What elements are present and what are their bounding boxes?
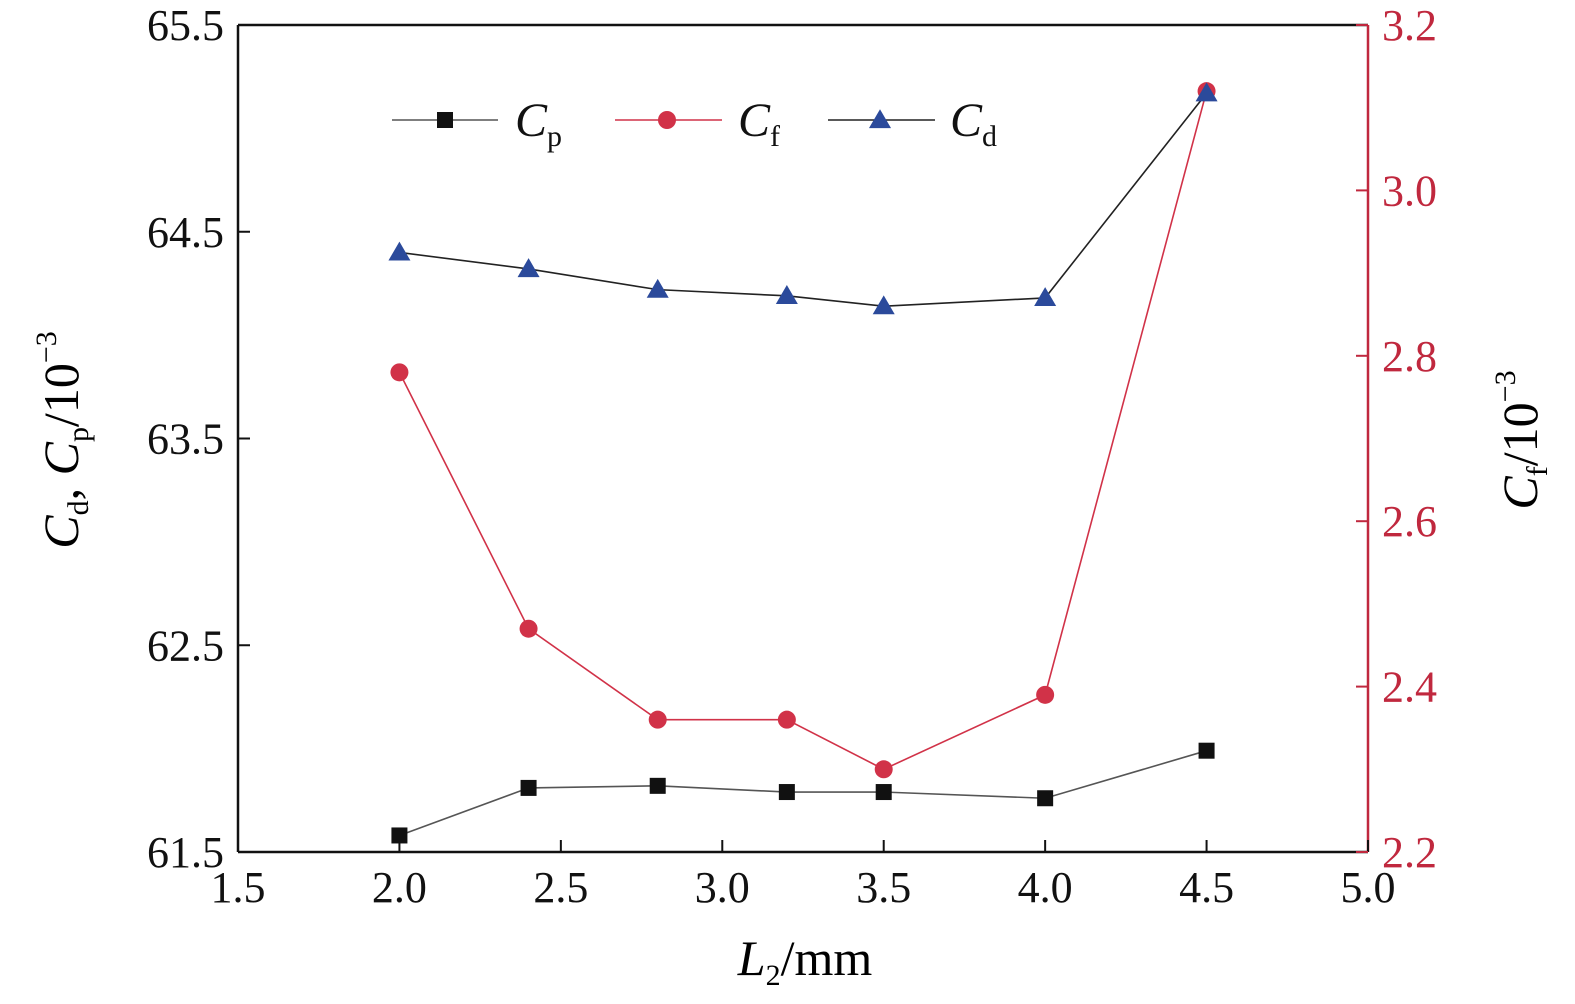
legend-marker [869, 109, 891, 129]
data-point-d [388, 241, 411, 261]
series-layer [388, 82, 1218, 844]
series-line-f [398, 90, 1208, 771]
legend-item-f: Cf [615, 94, 780, 153]
data-point-p [778, 784, 795, 801]
legend-item-p: Cp [392, 94, 562, 153]
data-point-f [648, 710, 667, 729]
y-right-tick-label: 3.0 [1382, 166, 1437, 215]
data-point-d [517, 258, 540, 278]
y-right-tick-label: 2.8 [1382, 332, 1437, 381]
y-right-tick-label: 3.2 [1382, 1, 1437, 50]
data-point-f [1036, 685, 1055, 704]
legend-marker [658, 111, 676, 129]
data-point-d [775, 285, 798, 304]
data-point-p [875, 784, 892, 801]
data-point-f [390, 363, 409, 382]
x-axis-title: L2/mm [737, 930, 873, 992]
x-tick-label: 2.0 [372, 863, 427, 912]
data-point-f [777, 710, 796, 729]
x-axis: 1.5 2.0 2.5 3.0 3.5 4.0 4.5 5.0 [211, 840, 1396, 912]
data-point-p [391, 827, 408, 844]
legend-item-d: Cd [828, 94, 997, 153]
x-tick-label: 3.0 [695, 863, 750, 912]
y-axis-right: 2.2 2.4 2.6 2.8 3.0 3.2 [1356, 1, 1437, 877]
y-right-tick-label: 2.2 [1382, 828, 1437, 877]
legend-label-sub: f [770, 120, 780, 153]
data-point-d [872, 295, 895, 315]
legend: Cp Cf Cd [392, 94, 997, 153]
data-point-f [519, 619, 538, 638]
data-point-p [1198, 742, 1215, 759]
legend-label: Cp [515, 94, 562, 153]
legend-marker [437, 112, 453, 128]
y-left-tick-label: 62.5 [147, 621, 224, 670]
data-point-d [1034, 287, 1057, 307]
data-point-p [649, 777, 666, 794]
x-tick-label: 2.5 [533, 863, 588, 912]
legend-label-main: C [950, 94, 983, 147]
legend-label: Cf [738, 94, 780, 153]
y-axis-right-title: Cf/10−3 [1489, 370, 1554, 509]
data-point-d [646, 278, 669, 298]
x-tick-label: 3.5 [856, 863, 911, 912]
y-left-tick-label: 61.5 [147, 828, 224, 877]
series-d [388, 82, 1218, 315]
x-tick-label: 1.5 [211, 863, 266, 912]
legend-label-main: C [515, 94, 548, 147]
data-point-f [874, 760, 893, 779]
y-left-tick-label: 63.5 [147, 415, 224, 464]
legend-label-sub: p [547, 120, 562, 153]
y-right-tick-label: 2.6 [1382, 497, 1437, 546]
x-tick-label: 5.0 [1341, 863, 1396, 912]
x-tick-label: 4.5 [1179, 863, 1234, 912]
series-line-p [399, 749, 1207, 837]
data-point-d [1195, 82, 1218, 102]
y-axis-left-title: Cd, Cp/10−3 [30, 331, 95, 549]
legend-label-main: C [738, 94, 771, 147]
y-axis-left: 61.5 62.5 63.5 64.5 65.5 [147, 1, 250, 877]
data-point-p [520, 779, 537, 796]
data-point-p [1037, 790, 1054, 807]
legend-label-sub: d [982, 120, 997, 153]
y-left-tick-label: 64.5 [147, 208, 224, 257]
series-p [391, 742, 1215, 844]
y-left-tick-label: 65.5 [147, 1, 224, 50]
x-tick-label: 4.0 [1018, 863, 1073, 912]
legend-label: Cd [950, 94, 997, 153]
y-right-tick-label: 2.4 [1382, 663, 1437, 712]
series-f [390, 82, 1216, 779]
